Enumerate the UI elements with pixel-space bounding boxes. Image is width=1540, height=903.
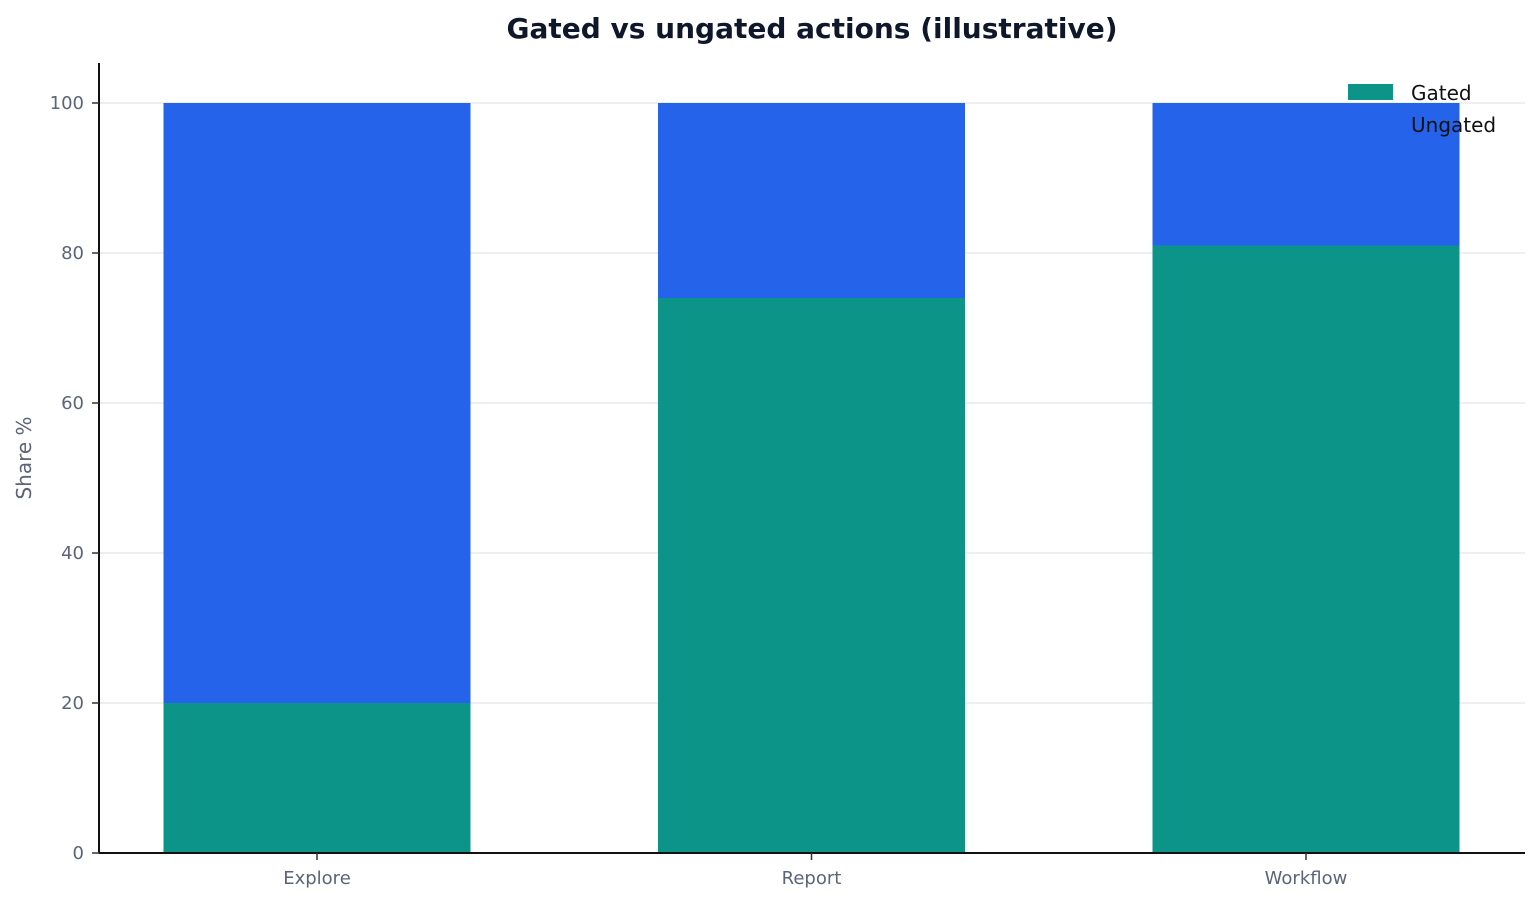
bar-ungated-explore xyxy=(163,103,471,703)
legend: Gated Ungated xyxy=(1348,81,1496,137)
y-axis-label: Share % xyxy=(12,416,36,499)
legend-label-ungated: Ungated xyxy=(1411,113,1496,137)
legend-swatch-gated xyxy=(1348,84,1393,100)
y-tick-label-100: 100 xyxy=(50,93,84,114)
bar-ungated-report xyxy=(658,103,965,298)
bars xyxy=(163,103,1460,853)
y-tick-label-20: 20 xyxy=(61,693,84,714)
bar-ungated-workflow xyxy=(1152,103,1460,246)
y-tick-label-80: 80 xyxy=(61,243,84,264)
x-ticks: Explore Report Workflow xyxy=(283,853,1347,889)
y-tick-label-60: 60 xyxy=(61,393,84,414)
chart-title: Gated vs ungated actions (illustrative) xyxy=(506,12,1117,45)
x-tick-label-explore: Explore xyxy=(283,868,351,889)
y-tick-label-0: 0 xyxy=(73,843,84,864)
bar-gated-report xyxy=(658,298,965,853)
x-tick-label-workflow: Workflow xyxy=(1265,868,1348,889)
bar-gated-workflow xyxy=(1152,245,1460,853)
y-ticks: 0 20 40 60 80 100 xyxy=(50,93,99,864)
bar-gated-explore xyxy=(163,703,471,853)
x-tick-label-report: Report xyxy=(782,868,842,889)
y-tick-label-40: 40 xyxy=(61,543,84,564)
legend-label-gated: Gated xyxy=(1411,81,1472,105)
